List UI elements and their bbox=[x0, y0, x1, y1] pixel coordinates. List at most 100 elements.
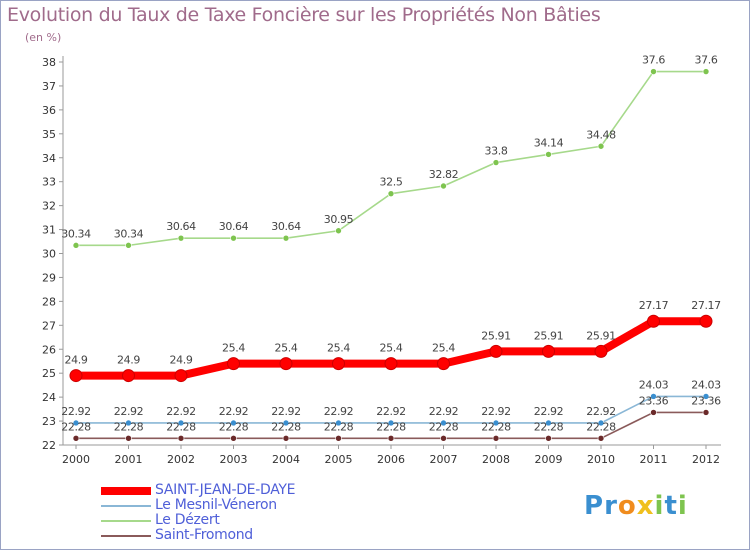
data-point bbox=[699, 314, 713, 328]
y-tick-label: 37 bbox=[42, 80, 56, 93]
data-point bbox=[545, 419, 552, 427]
data-label: 30.64 bbox=[166, 220, 196, 233]
data-label: 23.36 bbox=[691, 394, 721, 407]
data-point bbox=[594, 344, 608, 358]
data-label: 30.64 bbox=[219, 220, 249, 233]
x-tick-label: 2003 bbox=[220, 453, 248, 466]
logo-letter: i bbox=[654, 491, 665, 521]
data-label: 27.17 bbox=[639, 299, 669, 312]
data-point bbox=[440, 434, 447, 442]
data-point bbox=[384, 357, 398, 371]
data-point bbox=[282, 234, 290, 242]
data-label: 22.28 bbox=[61, 420, 91, 433]
data-label: 34.48 bbox=[586, 128, 616, 141]
y-tick-label: 28 bbox=[42, 295, 56, 308]
data-label: 22.28 bbox=[114, 420, 144, 433]
data-label: 24.03 bbox=[639, 378, 669, 391]
data-label: 25.4 bbox=[432, 342, 455, 355]
legend-label: Le Mesnil-Véneron bbox=[155, 497, 277, 513]
data-point bbox=[332, 357, 345, 371]
data-point bbox=[230, 434, 237, 442]
x-tick-label: 2007 bbox=[430, 453, 458, 466]
y-tick-label: 29 bbox=[42, 271, 56, 284]
x-tick-label: 2002 bbox=[167, 453, 195, 466]
data-point bbox=[72, 434, 80, 442]
data-label: 33.8 bbox=[485, 145, 508, 158]
y-tick-label: 36 bbox=[42, 104, 56, 117]
logo-letter: o bbox=[617, 491, 637, 521]
data-point bbox=[72, 419, 80, 427]
legend-swatch-le-dezert bbox=[101, 520, 151, 522]
data-label: 32.5 bbox=[380, 176, 403, 189]
data-label: 22.92 bbox=[534, 405, 564, 418]
legend-swatch-saint-jean-de-daye bbox=[101, 487, 151, 495]
y-tick-label: 32 bbox=[42, 200, 56, 213]
data-point bbox=[702, 68, 710, 75]
x-tick-label: 2001 bbox=[115, 453, 143, 466]
data-label: 30.95 bbox=[324, 213, 354, 226]
logo-letter: r bbox=[604, 491, 618, 521]
data-label: 22.92 bbox=[586, 405, 616, 418]
data-label: 22.92 bbox=[219, 405, 249, 418]
data-point bbox=[177, 434, 185, 442]
data-point bbox=[650, 409, 657, 416]
data-labels: 30.34 30.34 30.64 30.64 30.64 30.95 32.5 32.82 3… bbox=[61, 54, 721, 434]
data-label: 22.28 bbox=[534, 420, 564, 433]
data-label: 25.91 bbox=[481, 329, 511, 342]
data-label: 27.17 bbox=[691, 299, 721, 312]
y-tick-label: 26 bbox=[42, 343, 56, 356]
x-tick-label: 2012 bbox=[692, 453, 720, 466]
data-point bbox=[387, 190, 395, 197]
data-point bbox=[122, 369, 135, 383]
axes: 22 23 24 25 26 27 28 29 30 31 32 33 34 35 36 37 38 2000 20… bbox=[42, 56, 721, 466]
data-label: 22.92 bbox=[376, 405, 406, 418]
data-point bbox=[230, 419, 237, 427]
data-point bbox=[335, 434, 342, 442]
data-point bbox=[69, 369, 83, 383]
data-point bbox=[174, 369, 188, 383]
x-tick-label: 2010 bbox=[587, 453, 615, 466]
legend-swatch-saint-fromond bbox=[101, 535, 151, 537]
y-tick-label: 24 bbox=[42, 391, 56, 404]
data-point bbox=[282, 434, 290, 442]
data-point bbox=[177, 419, 185, 427]
legend-label: SAINT-JEAN-DE-DAYE bbox=[155, 482, 296, 498]
data-point bbox=[597, 142, 605, 150]
data-point bbox=[650, 68, 657, 75]
x-tick-label: 2000 bbox=[62, 453, 90, 466]
data-point bbox=[545, 151, 552, 158]
data-point bbox=[282, 419, 290, 427]
legend-label: Saint-Fromond bbox=[155, 527, 253, 543]
data-label: 25.91 bbox=[586, 329, 616, 342]
data-label: 22.28 bbox=[481, 420, 511, 433]
y-tick-label: 38 bbox=[42, 56, 56, 69]
data-label: 22.28 bbox=[586, 420, 616, 433]
chart-title: Evolution du Taux de Taxe Foncière sur l… bbox=[7, 4, 601, 26]
logo-letter: t bbox=[664, 491, 678, 521]
logo-letter: x bbox=[636, 491, 655, 521]
data-label: 24.9 bbox=[65, 354, 88, 367]
data-point bbox=[650, 393, 657, 400]
data-label: 24.9 bbox=[117, 354, 140, 367]
data-label: 22.92 bbox=[324, 405, 354, 418]
data-label: 22.28 bbox=[219, 420, 249, 433]
data-point bbox=[279, 357, 293, 371]
y-tick-label: 23 bbox=[42, 415, 56, 428]
data-label: 23.36 bbox=[639, 394, 669, 407]
proxiti-logo[interactable]: Proxiti bbox=[584, 491, 688, 521]
data-label: 30.64 bbox=[271, 220, 301, 233]
data-label: 22.92 bbox=[61, 405, 91, 418]
data-point bbox=[647, 314, 660, 328]
x-tick-label: 2005 bbox=[325, 453, 353, 466]
data-label: 22.92 bbox=[429, 405, 459, 418]
data-point bbox=[177, 234, 185, 242]
data-point bbox=[542, 344, 555, 358]
data-label: 25.4 bbox=[275, 342, 298, 355]
data-label: 22.92 bbox=[114, 405, 144, 418]
data-point bbox=[125, 434, 132, 442]
data-point bbox=[597, 419, 605, 427]
data-point bbox=[440, 182, 447, 190]
data-point bbox=[387, 434, 395, 442]
y-tick-label: 31 bbox=[42, 224, 56, 237]
